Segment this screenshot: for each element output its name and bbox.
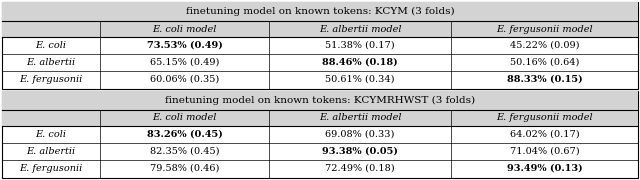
Bar bbox=[2, 110, 638, 126]
Text: E. fergusonii model: E. fergusonii model bbox=[496, 24, 593, 33]
Text: E. albertii model: E. albertii model bbox=[319, 114, 401, 123]
Text: 45.22% (0.09): 45.22% (0.09) bbox=[509, 41, 579, 50]
Text: E. fergusonii: E. fergusonii bbox=[19, 164, 83, 173]
Bar bbox=[2, 2, 638, 21]
Text: 65.15% (0.49): 65.15% (0.49) bbox=[150, 58, 219, 67]
Text: E. fergusonii: E. fergusonii bbox=[19, 75, 83, 84]
Text: 82.35% (0.45): 82.35% (0.45) bbox=[150, 147, 220, 156]
Text: 88.33% (0.15): 88.33% (0.15) bbox=[507, 75, 582, 84]
Text: 88.46% (0.18): 88.46% (0.18) bbox=[322, 58, 398, 67]
Text: finetuning model on known tokens: KCYM (3 folds): finetuning model on known tokens: KCYM (… bbox=[186, 7, 454, 16]
Text: 50.61% (0.34): 50.61% (0.34) bbox=[325, 75, 395, 84]
Bar bbox=[2, 91, 638, 178]
Text: E. coli: E. coli bbox=[35, 41, 67, 50]
Text: 79.58% (0.46): 79.58% (0.46) bbox=[150, 164, 219, 173]
Bar bbox=[2, 91, 638, 110]
Text: 71.04% (0.67): 71.04% (0.67) bbox=[509, 147, 579, 156]
Text: E. fergusonii model: E. fergusonii model bbox=[496, 114, 593, 123]
Text: 60.06% (0.35): 60.06% (0.35) bbox=[150, 75, 219, 84]
Bar bbox=[2, 21, 638, 37]
Text: E. albertii: E. albertii bbox=[26, 147, 76, 156]
Text: 93.49% (0.13): 93.49% (0.13) bbox=[507, 164, 582, 173]
Text: 64.02% (0.17): 64.02% (0.17) bbox=[509, 130, 579, 139]
Text: 83.26% (0.45): 83.26% (0.45) bbox=[147, 130, 222, 139]
Text: 93.38% (0.05): 93.38% (0.05) bbox=[322, 147, 398, 156]
Text: 69.08% (0.33): 69.08% (0.33) bbox=[325, 130, 395, 139]
Text: E. albertii: E. albertii bbox=[26, 58, 76, 67]
Text: finetuning model on known tokens: KCYMRHWST (3 folds): finetuning model on known tokens: KCYMRH… bbox=[165, 96, 475, 105]
Text: 73.53% (0.49): 73.53% (0.49) bbox=[147, 41, 222, 50]
Text: E. coli: E. coli bbox=[35, 130, 67, 139]
Text: 50.16% (0.64): 50.16% (0.64) bbox=[510, 58, 579, 67]
Bar bbox=[2, 2, 638, 89]
Text: 72.49% (0.18): 72.49% (0.18) bbox=[325, 164, 395, 173]
Text: E. albertii model: E. albertii model bbox=[319, 24, 401, 33]
Text: E. coli model: E. coli model bbox=[152, 114, 217, 123]
Text: 51.38% (0.17): 51.38% (0.17) bbox=[325, 41, 395, 50]
Text: E. coli model: E. coli model bbox=[152, 24, 217, 33]
